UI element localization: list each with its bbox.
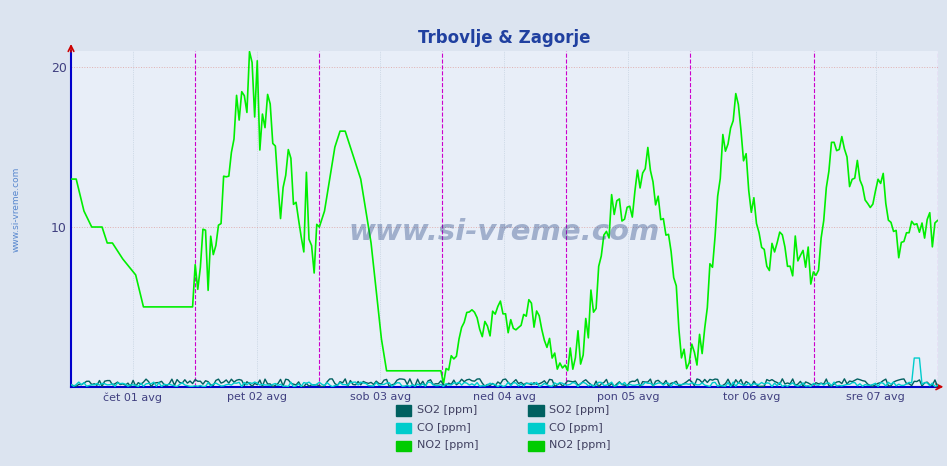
Text: NO2 [ppm]: NO2 [ppm]: [549, 440, 611, 451]
Text: www.si-vreme.com: www.si-vreme.com: [348, 219, 660, 247]
Text: www.si-vreme.com: www.si-vreme.com: [11, 167, 21, 253]
Text: CO [ppm]: CO [ppm]: [417, 423, 471, 433]
Title: Trbovlje & Zagorje: Trbovlje & Zagorje: [418, 29, 591, 47]
Text: SO2 [ppm]: SO2 [ppm]: [417, 405, 477, 415]
Text: NO2 [ppm]: NO2 [ppm]: [417, 440, 478, 451]
Text: CO [ppm]: CO [ppm]: [549, 423, 603, 433]
Text: SO2 [ppm]: SO2 [ppm]: [549, 405, 610, 415]
